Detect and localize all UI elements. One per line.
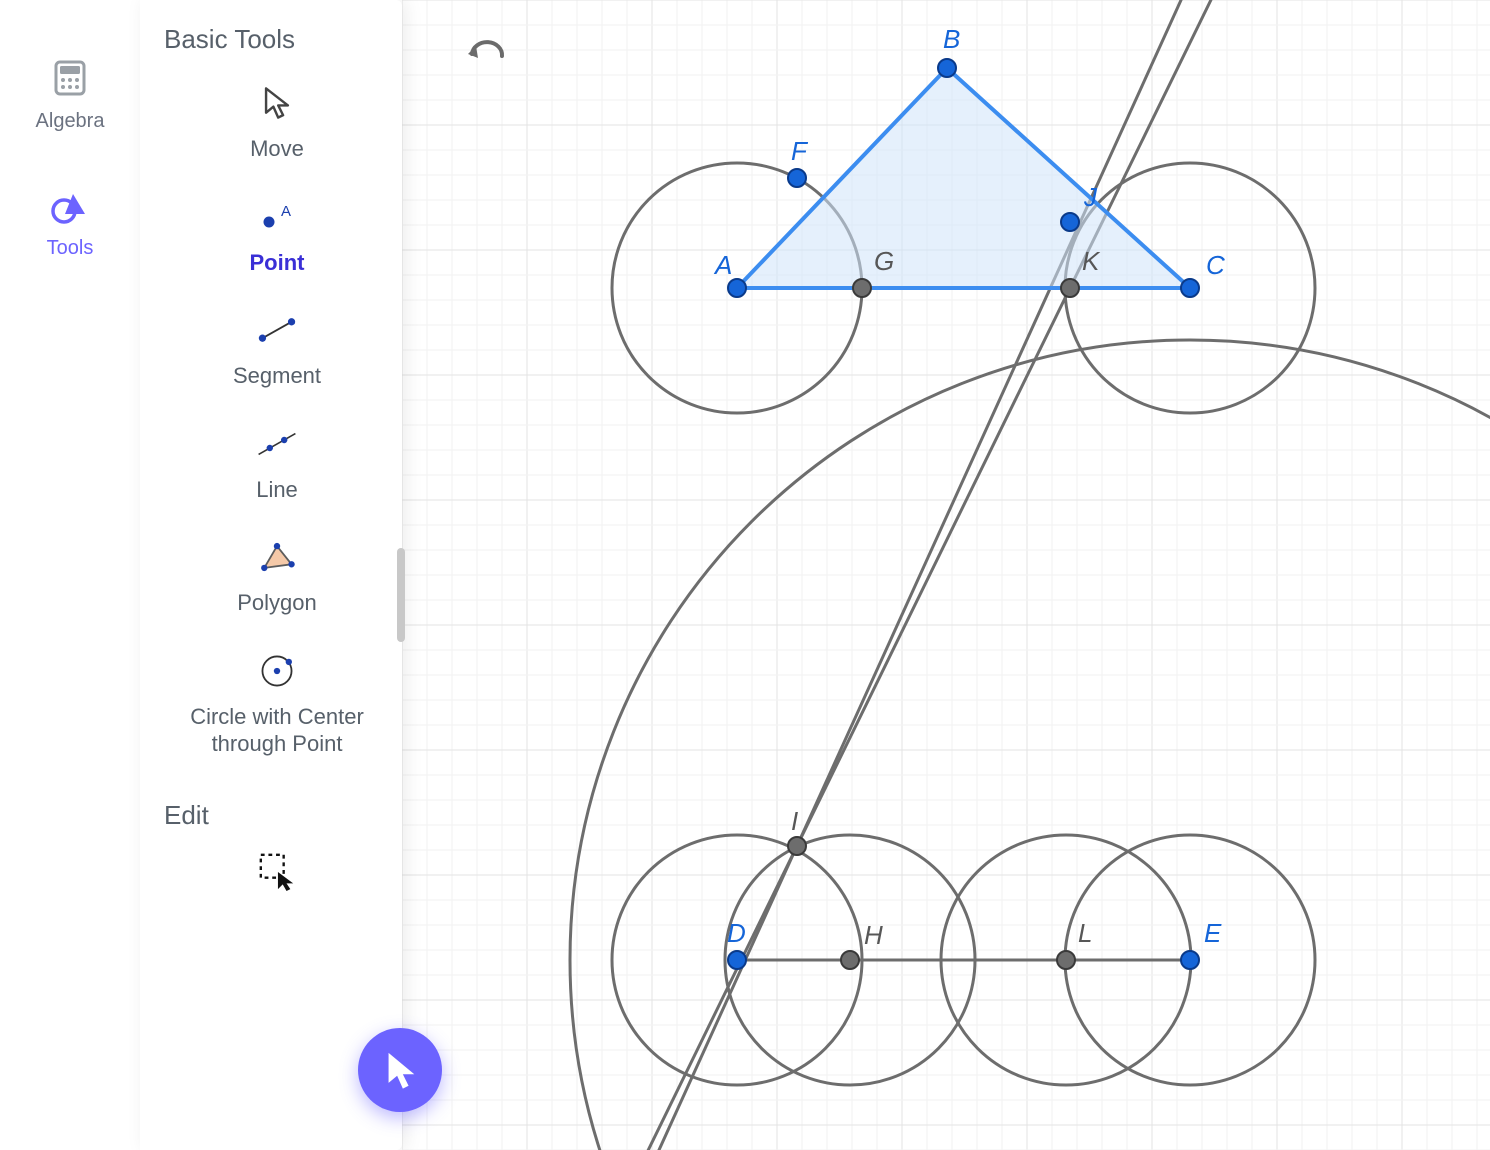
svg-text:C: C (1206, 250, 1225, 280)
svg-text:F: F (791, 136, 809, 166)
line-icon (257, 424, 297, 464)
tools-icon (48, 183, 92, 227)
svg-text:E: E (1204, 918, 1222, 948)
tools-list: Move A Point (164, 83, 390, 1150)
segment-icon (257, 310, 297, 350)
tool-line[interactable]: Line (164, 424, 390, 504)
rail-label: Tools (47, 237, 94, 260)
rail-label: Algebra (36, 110, 105, 133)
tool-move[interactable]: Move (164, 83, 390, 163)
tool-label: Segment (233, 362, 321, 390)
fab-pointer[interactable] (358, 1028, 442, 1112)
svg-text:K: K (1082, 246, 1101, 276)
svg-text:D: D (727, 918, 746, 948)
svg-text:H: H (864, 920, 883, 950)
tool-label: Circle with Center through Point (164, 703, 390, 758)
tool-label: Polygon (237, 589, 317, 617)
svg-text:G: G (874, 246, 894, 276)
cursor-icon (257, 83, 297, 123)
panel-scrollbar[interactable] (397, 548, 405, 642)
circle-icon (257, 651, 297, 691)
tools-panel: Basic Tools Move A Point (140, 0, 402, 1150)
polygon-icon (257, 537, 297, 577)
rail-item-algebra[interactable]: Algebra (36, 56, 105, 133)
graphics-canvas[interactable]: A B C F J G K D E H I L (402, 0, 1490, 1150)
point-icon: A (257, 197, 297, 237)
select-icon (257, 851, 297, 891)
panel-section-edit: Edit (164, 800, 209, 831)
svg-text:L: L (1078, 918, 1092, 948)
tool-select[interactable] (164, 851, 390, 891)
svg-text:I: I (791, 806, 798, 836)
tool-label: Point (250, 249, 305, 277)
svg-text:B: B (943, 24, 960, 54)
tool-label: Move (250, 135, 304, 163)
tool-segment[interactable]: Segment (164, 310, 390, 390)
canvas-svg[interactable]: A B C F J G K D E H I L (402, 0, 1490, 1150)
tool-polygon[interactable]: Polygon (164, 537, 390, 617)
svg-text:A: A (713, 250, 732, 280)
tool-circle[interactable]: Circle with Center through Point (164, 651, 390, 758)
pointer-icon (382, 1050, 418, 1090)
panel-title: Basic Tools (164, 24, 390, 55)
app-root: Algebra Tools Basic Tools Move (0, 0, 1490, 1150)
tool-point[interactable]: A Point (164, 197, 390, 277)
left-rail: Algebra Tools (0, 0, 140, 1150)
undo-button[interactable] (464, 38, 508, 73)
rail-item-tools[interactable]: Tools (47, 183, 94, 260)
undo-icon (464, 38, 508, 68)
calculator-icon (48, 56, 92, 100)
tool-label: Line (256, 476, 298, 504)
svg-text:J: J (1083, 182, 1098, 212)
svg-text:A: A (281, 203, 291, 220)
